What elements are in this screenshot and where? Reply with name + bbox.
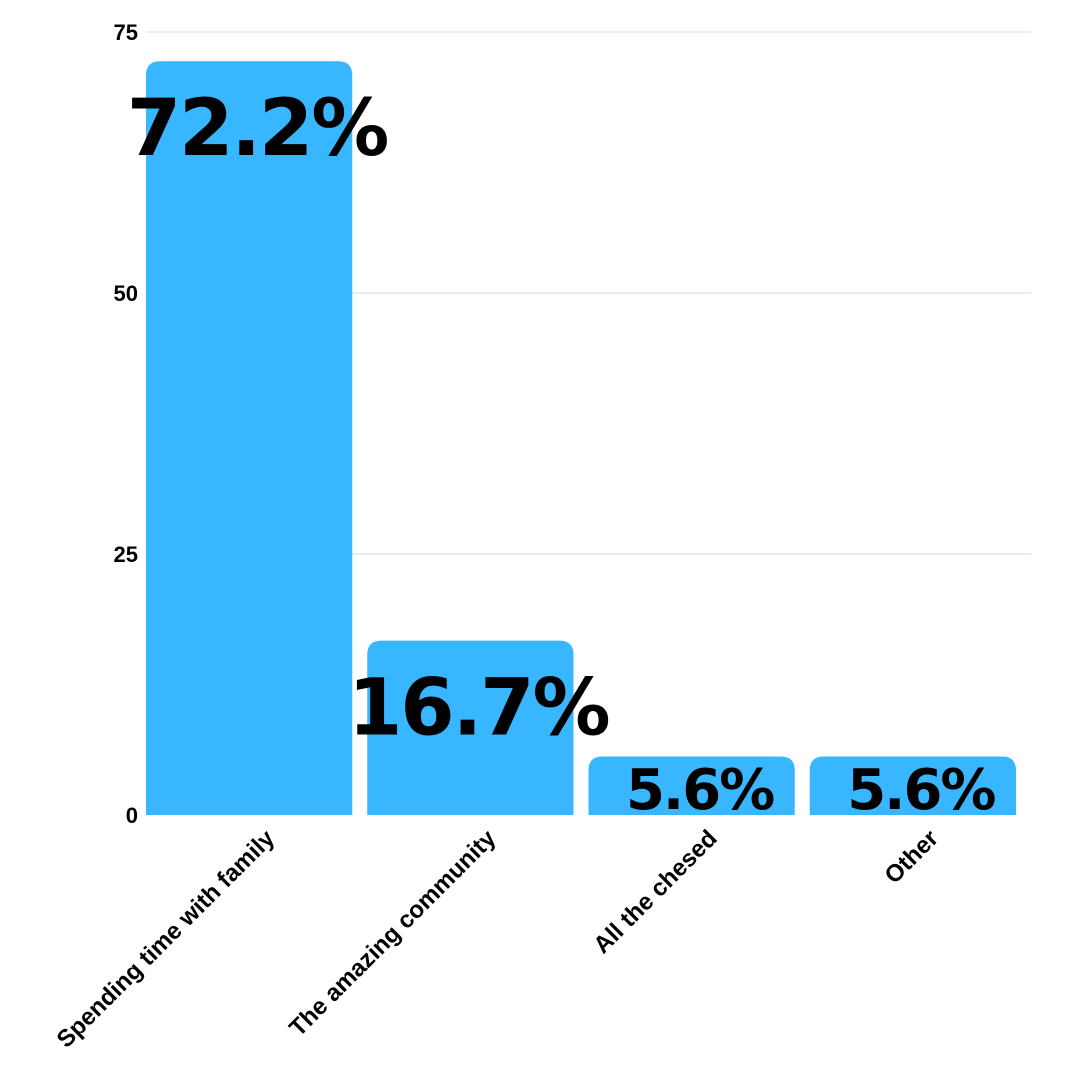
data-label: 16.7% bbox=[348, 664, 609, 754]
y-tick-label: 50 bbox=[114, 281, 138, 306]
bars bbox=[146, 61, 1016, 816]
x-tick-label: Other bbox=[879, 825, 943, 889]
bar bbox=[367, 640, 574, 815]
bar bbox=[809, 756, 1016, 815]
bar bbox=[588, 756, 795, 815]
x-axis-labels: Spending time with family The amazing com… bbox=[52, 824, 944, 1053]
data-label: 5.6% bbox=[626, 758, 774, 823]
data-label: 72.2% bbox=[127, 84, 388, 174]
y-axis-ticks: 0 25 50 75 bbox=[114, 20, 138, 828]
y-tick-label: 75 bbox=[114, 20, 138, 45]
x-tick-label: All the chesed bbox=[588, 825, 722, 959]
data-label: 5.6% bbox=[847, 758, 995, 823]
y-tick-label: 25 bbox=[114, 542, 138, 567]
data-labels: 72.2% 16.7% 5.6% 5.6% bbox=[127, 84, 998, 823]
bar bbox=[146, 61, 353, 816]
x-tick-label: Spending time with family bbox=[52, 824, 281, 1053]
x-tick-label: The amazing community bbox=[284, 824, 502, 1042]
y-tick-label: 0 bbox=[126, 803, 138, 828]
